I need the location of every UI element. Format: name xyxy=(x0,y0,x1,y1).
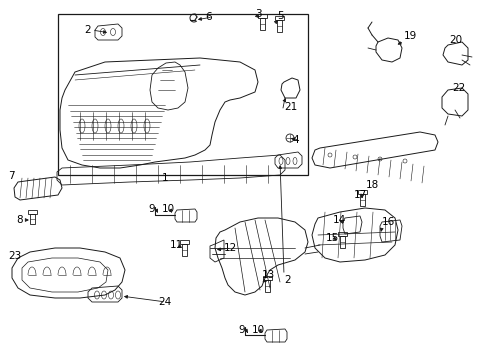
Text: 11: 11 xyxy=(170,240,183,250)
Text: 7: 7 xyxy=(8,171,15,181)
Text: 16: 16 xyxy=(381,217,394,227)
Text: 9: 9 xyxy=(148,204,154,214)
Text: 10: 10 xyxy=(162,204,175,214)
Text: 2: 2 xyxy=(84,25,90,35)
Text: 17: 17 xyxy=(353,190,366,200)
Text: 9: 9 xyxy=(238,325,244,335)
Text: 4: 4 xyxy=(291,135,298,145)
Text: 23: 23 xyxy=(8,251,21,261)
Text: 22: 22 xyxy=(451,83,464,93)
Text: 6: 6 xyxy=(204,12,211,22)
Text: 8: 8 xyxy=(16,215,22,225)
Text: 15: 15 xyxy=(325,233,339,243)
Text: 2: 2 xyxy=(284,275,290,285)
Text: 12: 12 xyxy=(224,243,237,253)
Text: 18: 18 xyxy=(365,180,379,190)
Text: 20: 20 xyxy=(448,35,461,45)
Text: 5: 5 xyxy=(276,11,283,21)
Text: 13: 13 xyxy=(262,270,275,280)
Text: 1: 1 xyxy=(162,173,168,183)
Text: 10: 10 xyxy=(251,325,264,335)
Text: 14: 14 xyxy=(332,215,346,225)
Text: 3: 3 xyxy=(254,9,261,19)
Text: 19: 19 xyxy=(403,31,416,41)
Text: 24: 24 xyxy=(158,297,171,307)
Text: 21: 21 xyxy=(284,102,297,112)
